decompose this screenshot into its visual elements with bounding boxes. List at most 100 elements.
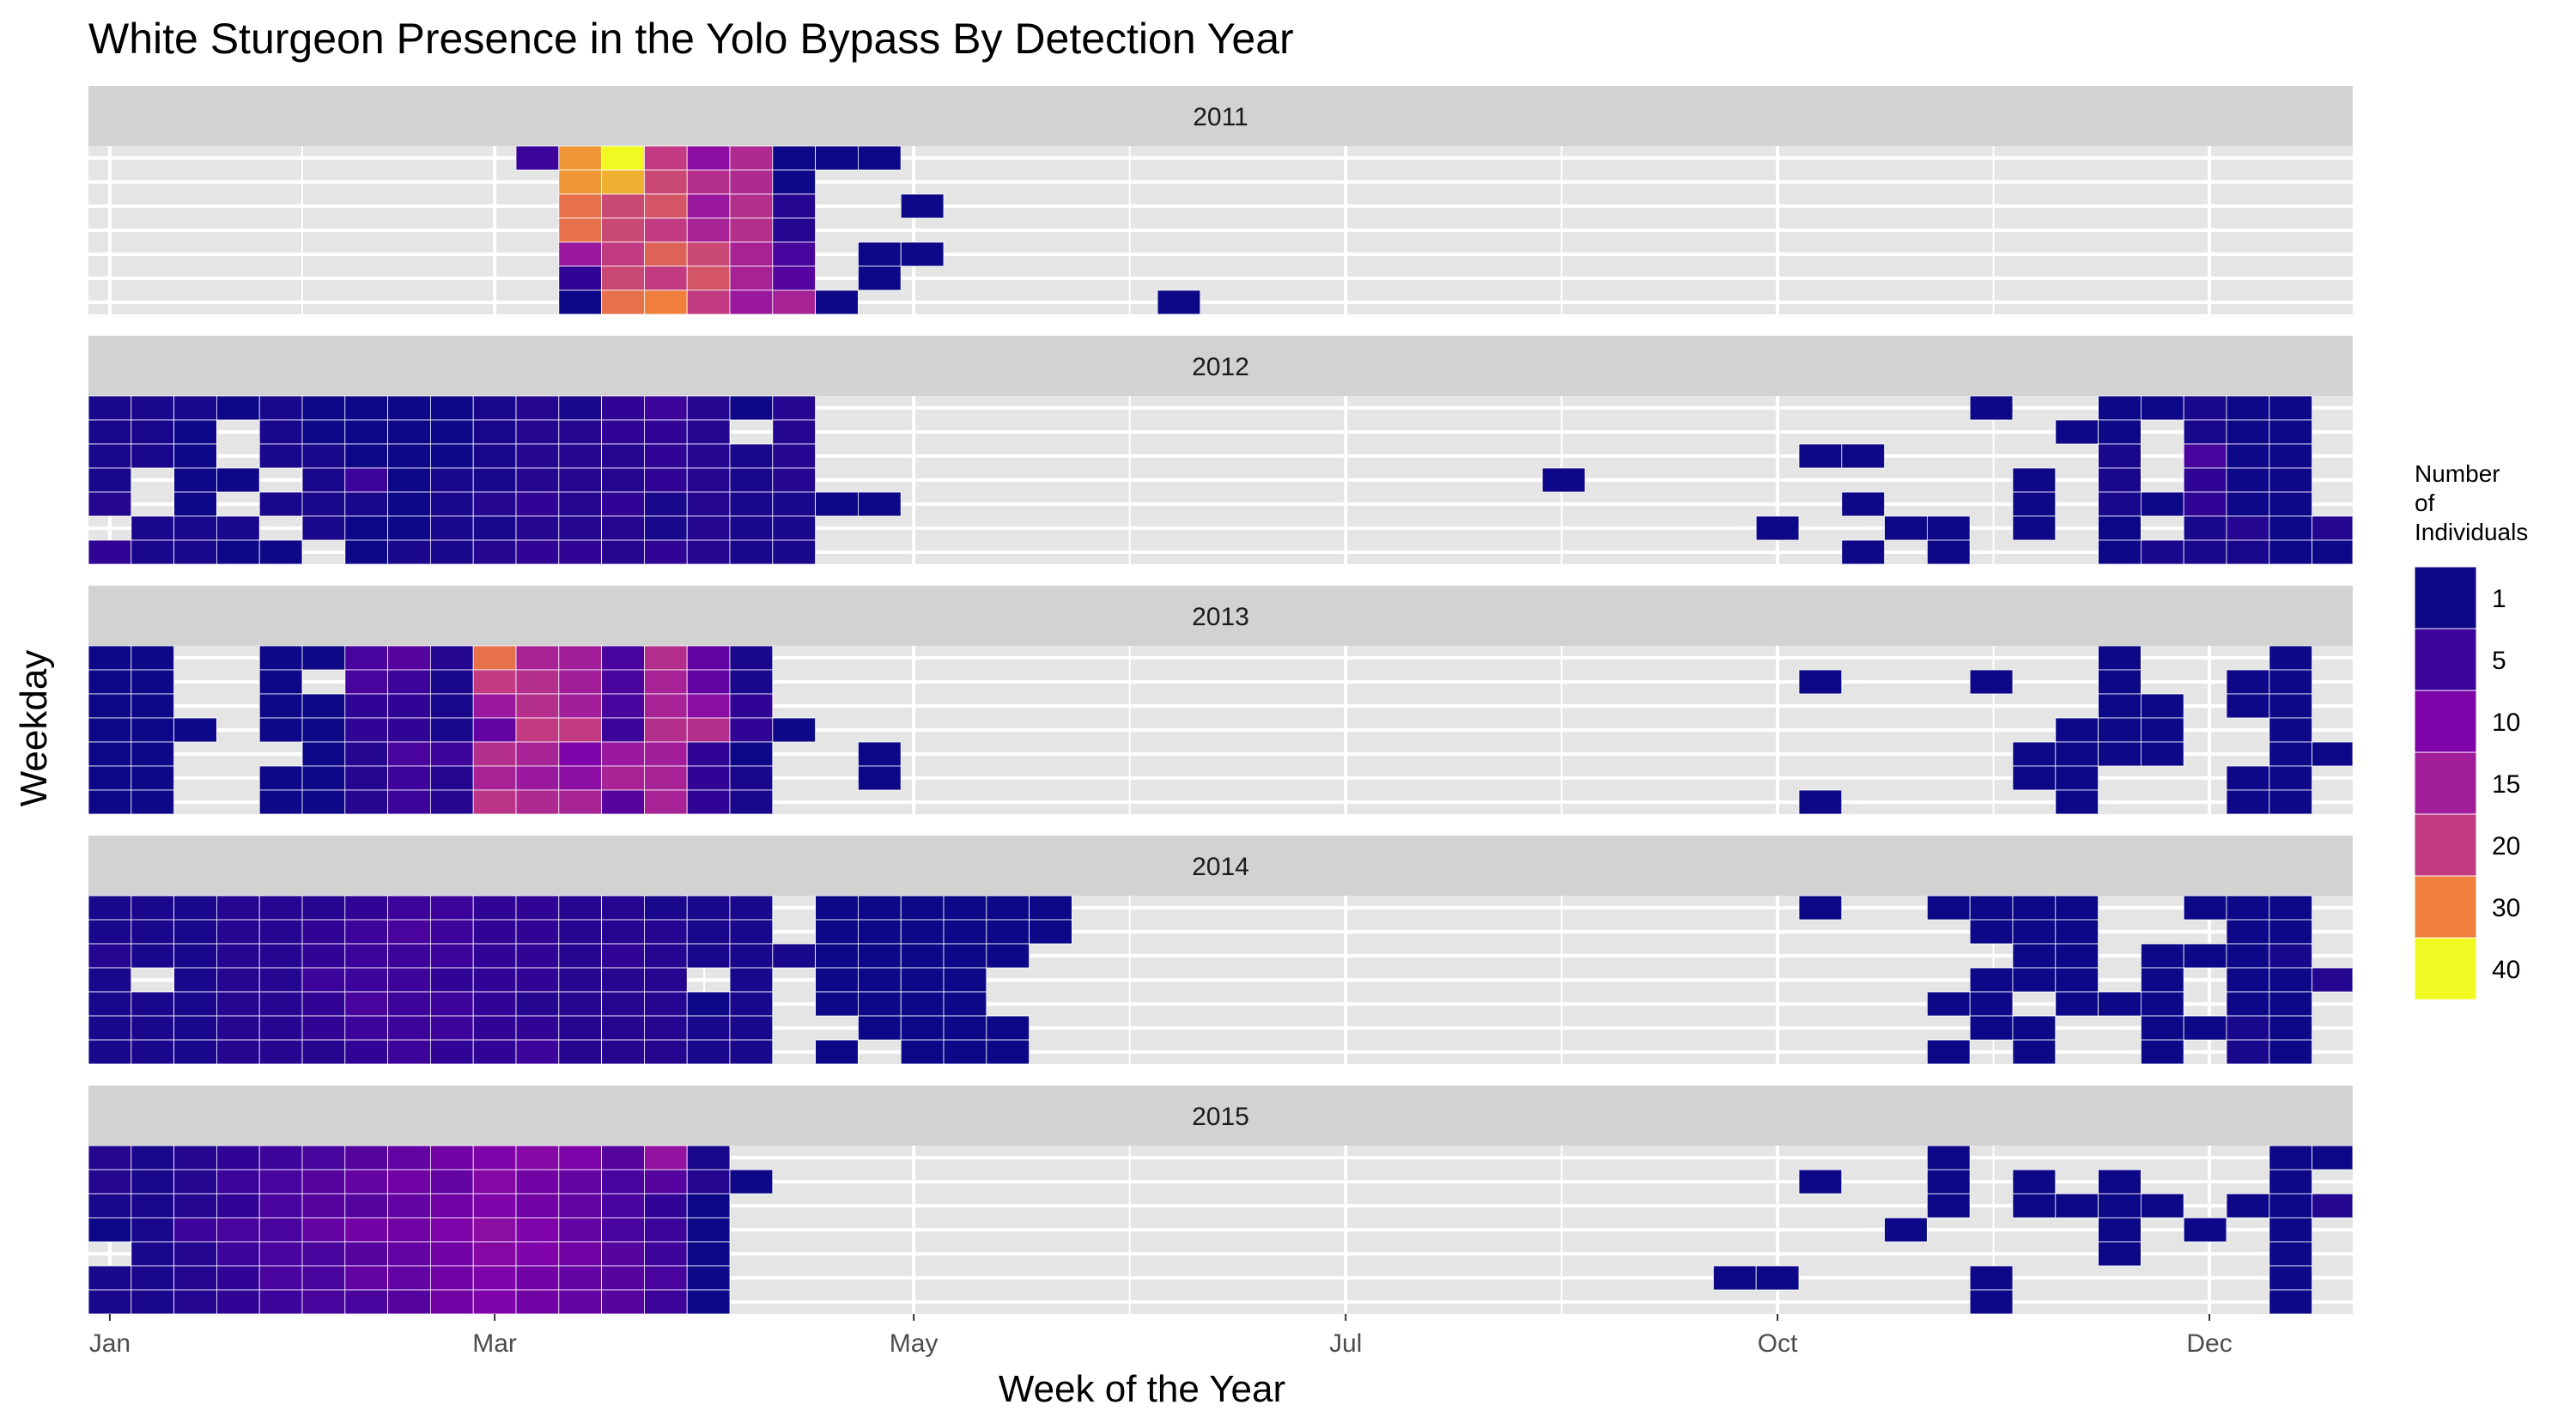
heatmap-cell: 3 <box>515 467 560 493</box>
heatmap-cell: 4 <box>472 1015 517 1041</box>
heatmap-cell: 2 <box>131 991 175 1017</box>
heatmap-cell: 1 <box>344 539 388 565</box>
heatmap-cell: 4 <box>216 1289 260 1315</box>
heatmap-cell: 2 <box>729 669 774 695</box>
heatmap-cell: 3 <box>558 515 602 541</box>
heatmap-cell: 1 <box>2269 919 2313 945</box>
heatmap-cell: 2 <box>131 1265 175 1291</box>
heatmap-cell: 14 <box>686 193 731 219</box>
heatmap-cell: 2 <box>88 1193 132 1219</box>
heatmap-cell: 6 <box>344 645 388 671</box>
heatmap-cell: 1 <box>2269 515 2313 541</box>
heatmap-cell: 1 <box>2140 741 2184 767</box>
heatmap-cell: 1 <box>88 1217 132 1243</box>
heatmap-cell: 5 <box>429 943 474 969</box>
heatmap-cell: 1 <box>344 419 388 445</box>
heatmap-cell: 28 <box>472 645 517 671</box>
heatmap-cell: 8 <box>387 1193 431 1219</box>
heatmap-cell: 5 <box>387 967 431 993</box>
heatmap-cell: 4 <box>644 1193 688 1219</box>
heatmap-cell: 1 <box>2098 1193 2142 1219</box>
heatmap-cell: 5 <box>429 741 474 767</box>
heatmap-cell: 3 <box>772 217 816 243</box>
legend-key <box>2414 628 2477 691</box>
heatmap-cell: 4 <box>515 919 560 945</box>
heatmap-cell: 4 <box>686 741 731 767</box>
heatmap-cell: 22 <box>686 241 731 267</box>
heatmap-cell: 22 <box>601 265 645 291</box>
heatmap-cell: 6 <box>601 1193 645 1219</box>
heatmap-cell: 3 <box>558 1039 602 1065</box>
heatmap-cell: 1 <box>1926 895 1971 921</box>
heatmap-cell: 2 <box>173 943 217 969</box>
heatmap-cell: 1 <box>772 145 816 171</box>
heatmap-cell: 10 <box>472 1145 517 1171</box>
heatmap-cell: 2 <box>131 1039 175 1065</box>
heatmap-cell: 1 <box>943 943 987 969</box>
heatmap-cell: 7 <box>601 1289 645 1315</box>
heatmap-cell: 5 <box>429 991 474 1017</box>
heatmap-cell: 1 <box>131 717 175 743</box>
heatmap-cell: 15 <box>558 669 602 695</box>
heatmap-cell: 1 <box>858 991 902 1017</box>
heatmap-cell: 2 <box>88 991 132 1017</box>
heatmap-cell: 2 <box>301 467 346 493</box>
heatmap-cell: 3 <box>644 919 688 945</box>
heatmap-cell: 4 <box>601 419 645 445</box>
heatmap-cell: 5 <box>173 1217 217 1243</box>
heatmap-cell: 3 <box>558 491 602 517</box>
heatmap-cell: 1 <box>88 789 132 815</box>
heatmap-cell: 9 <box>344 1217 388 1243</box>
heatmap-cell: 3 <box>558 991 602 1017</box>
heatmap-cell: 1 <box>686 1265 731 1291</box>
heatmap-cell: 18 <box>515 693 560 719</box>
heatmap-cell: 2 <box>729 443 774 469</box>
heatmap-cell: 3 <box>558 919 602 945</box>
heatmap-cell: 4 <box>644 539 688 565</box>
legend-label: 15 <box>2492 770 2520 799</box>
heatmap-cell: 1 <box>2226 943 2270 969</box>
heatmap-cell: 14 <box>601 741 645 767</box>
heatmap-cell: 4 <box>344 1039 388 1065</box>
heatmap-cell: 1 <box>301 741 346 767</box>
heatmap-cell: 4 <box>515 1015 560 1041</box>
heatmap-cell: 3 <box>472 491 517 517</box>
heatmap-cell: 5 <box>258 1289 303 1315</box>
facet-strip-label: 2013 <box>1192 603 1249 631</box>
heatmap-cell: 2 <box>729 491 774 517</box>
facet-strip-label: 2012 <box>1192 353 1249 381</box>
heatmap-cell: 1 <box>2012 765 2057 791</box>
heatmap-cell: 1 <box>858 265 902 291</box>
heatmap-cell: 1 <box>2226 1193 2270 1219</box>
heatmap-cell: 4 <box>515 539 560 565</box>
heatmap-cell: 1 <box>2098 669 2142 695</box>
facet-2011: 2011532402012171113234221817128222414183… <box>88 86 2353 315</box>
heatmap-cell: 5 <box>387 895 431 921</box>
heatmap-cell: 1 <box>900 193 945 219</box>
heatmap-cell: 28 <box>558 193 602 219</box>
heatmap-cell: 2 <box>772 515 816 541</box>
heatmap-cell: 20 <box>686 289 731 315</box>
heatmap-cell: 1 <box>2226 419 2270 445</box>
facet-strip <box>88 1086 2353 1146</box>
heatmap-cell: 1 <box>301 395 346 421</box>
heatmap-cell: 1 <box>729 395 774 421</box>
heatmap-cell: 1 <box>815 919 859 945</box>
heatmap-cell: 8 <box>558 1217 602 1243</box>
heatmap-cell: 6 <box>2183 443 2227 469</box>
heatmap-cell: 3 <box>258 919 303 945</box>
heatmap-cell: 4 <box>729 693 774 719</box>
heatmap-cell: 4 <box>644 419 688 445</box>
heatmap-cell: 3 <box>173 1289 217 1315</box>
heatmap-cell: 1 <box>258 717 303 743</box>
heatmap-cell: 5 <box>387 1015 431 1041</box>
heatmap-cell: 3 <box>515 419 560 445</box>
heatmap-cell: 17 <box>729 145 774 171</box>
heatmap-cell: 4 <box>729 717 774 743</box>
heatmap-cell: 2 <box>772 491 816 517</box>
heatmap-cell: 2 <box>258 491 303 517</box>
heatmap-cell: 3 <box>558 443 602 469</box>
heatmap-cell: 10 <box>515 1217 560 1243</box>
heatmap-cell: 1 <box>216 539 260 565</box>
heatmap-cell: 2 <box>2183 395 2227 421</box>
